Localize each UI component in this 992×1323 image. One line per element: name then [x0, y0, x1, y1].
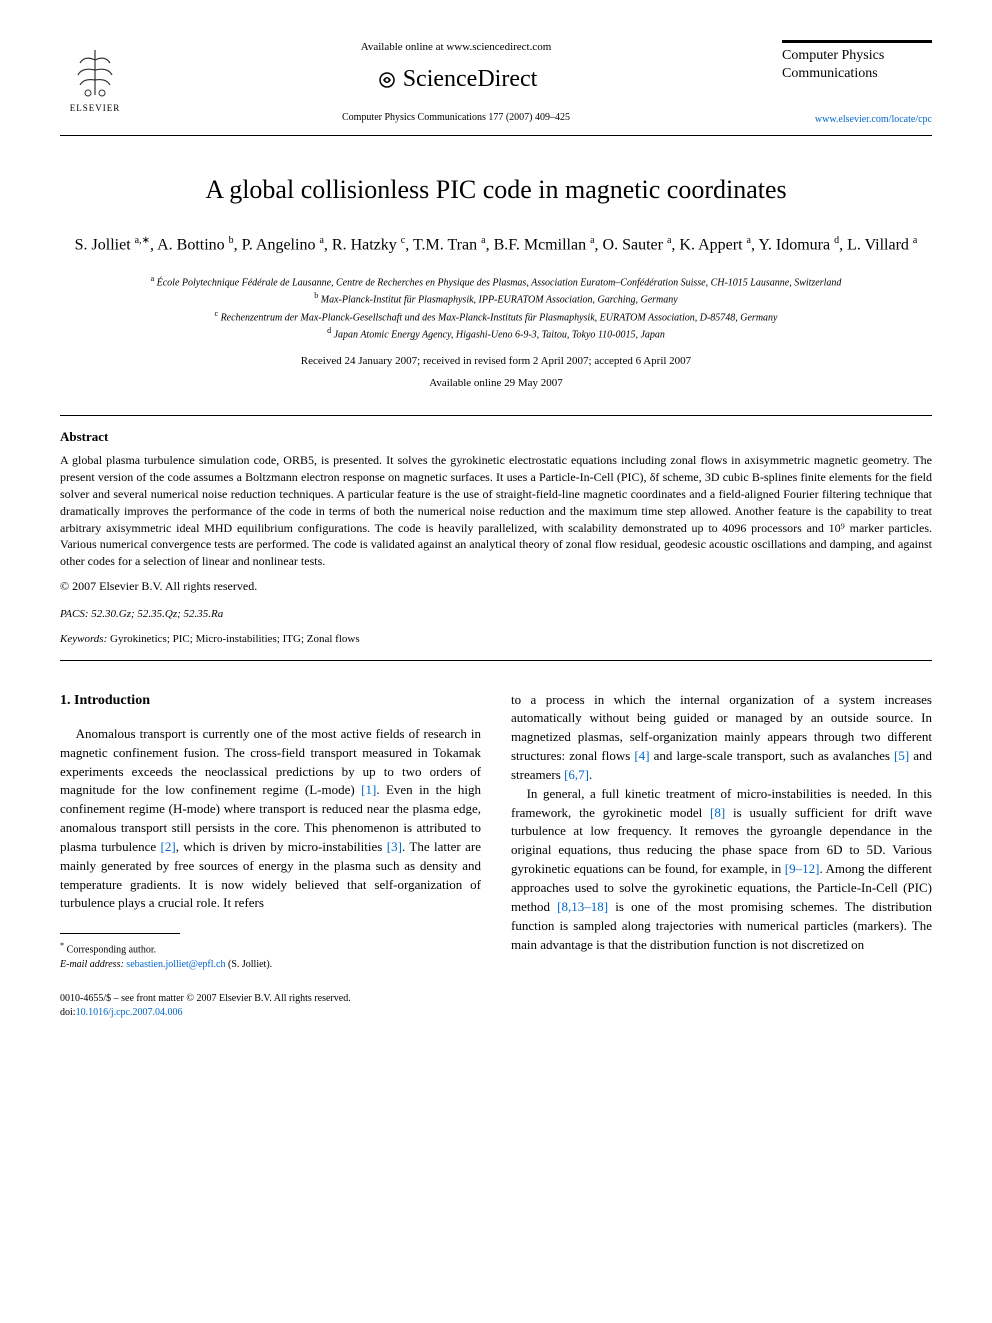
doi-label: doi:: [60, 1007, 76, 1018]
elsevier-label: ELSEVIER: [70, 102, 121, 115]
copyright-line: © 2007 Elsevier B.V. All rights reserved…: [60, 578, 932, 595]
sciencedirect-text: ScienceDirect: [403, 63, 538, 97]
ref-link-9-12[interactable]: [9–12]: [785, 861, 820, 876]
available-date: Available online 29 May 2007: [60, 376, 932, 391]
footnote-separator: [60, 933, 180, 934]
center-header: Available online at www.sciencedirect.co…: [130, 40, 782, 125]
elsevier-tree-icon: [70, 45, 120, 100]
text-span: .: [589, 767, 592, 782]
abstract-heading: Abstract: [60, 428, 932, 446]
intro-heading: 1. Introduction: [60, 691, 481, 711]
affiliation-d: Japan Atomic Energy Agency, Higashi-Ueno…: [334, 329, 665, 340]
email-name: (S. Jolliet).: [228, 959, 272, 970]
keywords-label: Keywords:: [60, 633, 107, 645]
sciencedirect-icon: [375, 68, 399, 92]
ref-link-6-7[interactable]: [6,7]: [564, 767, 589, 782]
authors-line: S. Jolliet a,∗, A. Bottino b, P. Angelin…: [60, 233, 932, 257]
intro-paragraph-2: In general, a full kinetic treatment of …: [511, 785, 932, 955]
abstract-top-rule: [60, 415, 932, 416]
available-online-text: Available online at www.sciencedirect.co…: [150, 40, 762, 55]
pacs-line: PACS: 52.30.Gz; 52.35.Qz; 52.35.Ra: [60, 607, 932, 622]
received-dates: Received 24 January 2007; received in re…: [60, 354, 932, 369]
elsevier-logo: ELSEVIER: [60, 40, 130, 120]
article-title: A global collisionless PIC code in magne…: [60, 172, 932, 208]
ref-link-8[interactable]: [8]: [710, 805, 725, 820]
intro-paragraph-1: Anomalous transport is currently one of …: [60, 725, 481, 913]
affiliation-c: Rechenzentrum der Max-Planck-Gesellschaf…: [221, 312, 778, 323]
affiliations: a École Polytechnique Fédérale de Lausan…: [60, 273, 932, 342]
citation-text: Computer Physics Communications 177 (200…: [150, 111, 762, 125]
sciencedirect-logo: ScienceDirect: [150, 63, 762, 97]
left-column: 1. Introduction Anomalous transport is c…: [60, 691, 481, 972]
ref-link-4[interactable]: [4]: [634, 748, 649, 763]
email-label: E-mail address:: [60, 959, 124, 970]
abstract-body: A global plasma turbulence simulation co…: [60, 452, 932, 570]
ref-link-5[interactable]: [5]: [894, 748, 909, 763]
journal-bar: [782, 40, 932, 43]
issn-line: 0010-4655/$ – see front matter © 2007 El…: [60, 992, 351, 1006]
text-span: , which is driven by micro-instabilities: [176, 839, 387, 854]
affiliation-b: Max-Planck-Institut für Plasmaphysik, IP…: [321, 295, 678, 306]
body-columns: 1. Introduction Anomalous transport is c…: [60, 691, 932, 972]
keywords-line: Keywords: Gyrokinetics; PIC; Micro-insta…: [60, 632, 932, 647]
right-column: to a process in which the internal organ…: [511, 691, 932, 972]
keywords-text: Gyrokinetics; PIC; Micro-instabilities; …: [110, 633, 360, 645]
abstract-bottom-rule: [60, 660, 932, 661]
email-link[interactable]: sebastien.jolliet@epfl.ch: [126, 959, 225, 970]
journal-link[interactable]: www.elsevier.com/locate/cpc: [782, 113, 932, 127]
header-rule: [60, 135, 932, 136]
ref-link-8-13-18[interactable]: [8,13–18]: [557, 899, 608, 914]
affiliation-a: École Polytechnique Fédérale de Lausanne…: [157, 277, 842, 288]
ref-link-3[interactable]: [3]: [387, 839, 402, 854]
journal-name: Computer Physics Communications: [782, 47, 932, 83]
ref-link-1[interactable]: [1]: [361, 782, 376, 797]
ref-link-2[interactable]: [2]: [161, 839, 176, 854]
journal-box: Computer Physics Communications www.else…: [782, 40, 932, 127]
header-row: ELSEVIER Available online at www.science…: [60, 40, 932, 127]
footnote-block: * Corresponding author. E-mail address: …: [60, 940, 481, 971]
doi-link[interactable]: 10.1016/j.cpc.2007.04.006: [76, 1007, 183, 1018]
text-span: and large-scale transport, such as avala…: [650, 748, 894, 763]
intro-paragraph-1-cont: to a process in which the internal organ…: [511, 691, 932, 785]
footer-row: 0010-4655/$ – see front matter © 2007 El…: [60, 992, 932, 1020]
footer-left: 0010-4655/$ – see front matter © 2007 El…: [60, 992, 351, 1020]
journal-url-text: www.elsevier.com/locate/cpc: [815, 114, 932, 125]
corresponding-author: Corresponding author.: [67, 945, 156, 956]
